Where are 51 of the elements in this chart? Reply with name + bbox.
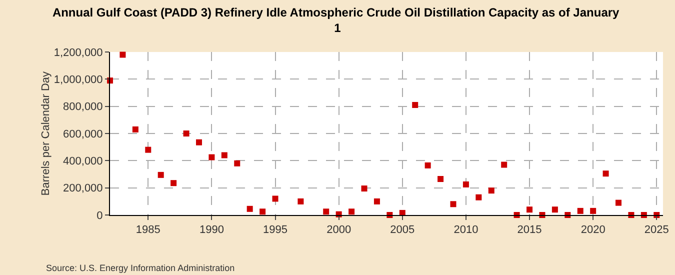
point <box>348 208 355 215</box>
point <box>221 152 228 158</box>
x-tick-label: 1990 <box>199 224 224 236</box>
point <box>602 170 609 177</box>
point <box>170 180 177 186</box>
chart-title: Annual Gulf Coast (PADD 3) Refinery Idle Atmospheric Crude Oil Distillation Capacity as of January 1 <box>52 6 623 36</box>
source-note: Source: U.S. Energy Information Administration <box>46 263 235 273</box>
point <box>183 130 190 136</box>
point <box>476 194 482 200</box>
point <box>552 206 558 213</box>
point <box>488 188 494 194</box>
point <box>298 198 304 204</box>
x-tick-label: 2010 <box>454 224 478 236</box>
x-tick-label: 2005 <box>390 224 415 236</box>
point <box>412 102 418 108</box>
point <box>450 201 456 208</box>
point <box>501 162 508 168</box>
point <box>361 186 368 192</box>
point <box>577 208 584 214</box>
y-tick-label: 1,200,000 <box>54 46 103 59</box>
point <box>234 160 240 166</box>
y-tick-label: 1,000,000 <box>54 74 103 86</box>
point <box>590 208 596 214</box>
point <box>424 162 431 168</box>
point <box>323 208 330 215</box>
x-tick-label: 2000 <box>326 224 352 236</box>
y-tick-label: 600,000 <box>63 128 103 140</box>
point <box>196 139 202 146</box>
y-axis-title: Barrels per Calendar Day <box>40 70 52 196</box>
point <box>462 181 469 188</box>
y-tick-label: 200,000 <box>63 182 103 195</box>
point <box>120 52 126 58</box>
x-tick-label: 2015 <box>517 224 542 236</box>
x-tick-label: 1985 <box>136 224 160 236</box>
y-tick-label: 400,000 <box>63 156 103 168</box>
point <box>374 198 380 204</box>
point <box>616 200 622 206</box>
point <box>246 206 253 212</box>
point <box>438 176 444 182</box>
x-tick-label: 1995 <box>263 224 288 236</box>
y-tick-label: 800,000 <box>63 101 103 114</box>
point <box>132 126 138 132</box>
point <box>272 196 278 202</box>
x-tick-label: 2025 <box>644 224 669 236</box>
x-tick-label: 2020 <box>580 224 606 236</box>
point <box>158 172 164 178</box>
y-tick-label: 0 <box>96 210 103 222</box>
point <box>145 146 152 153</box>
point <box>208 154 215 160</box>
point <box>526 206 533 213</box>
point <box>260 208 266 215</box>
